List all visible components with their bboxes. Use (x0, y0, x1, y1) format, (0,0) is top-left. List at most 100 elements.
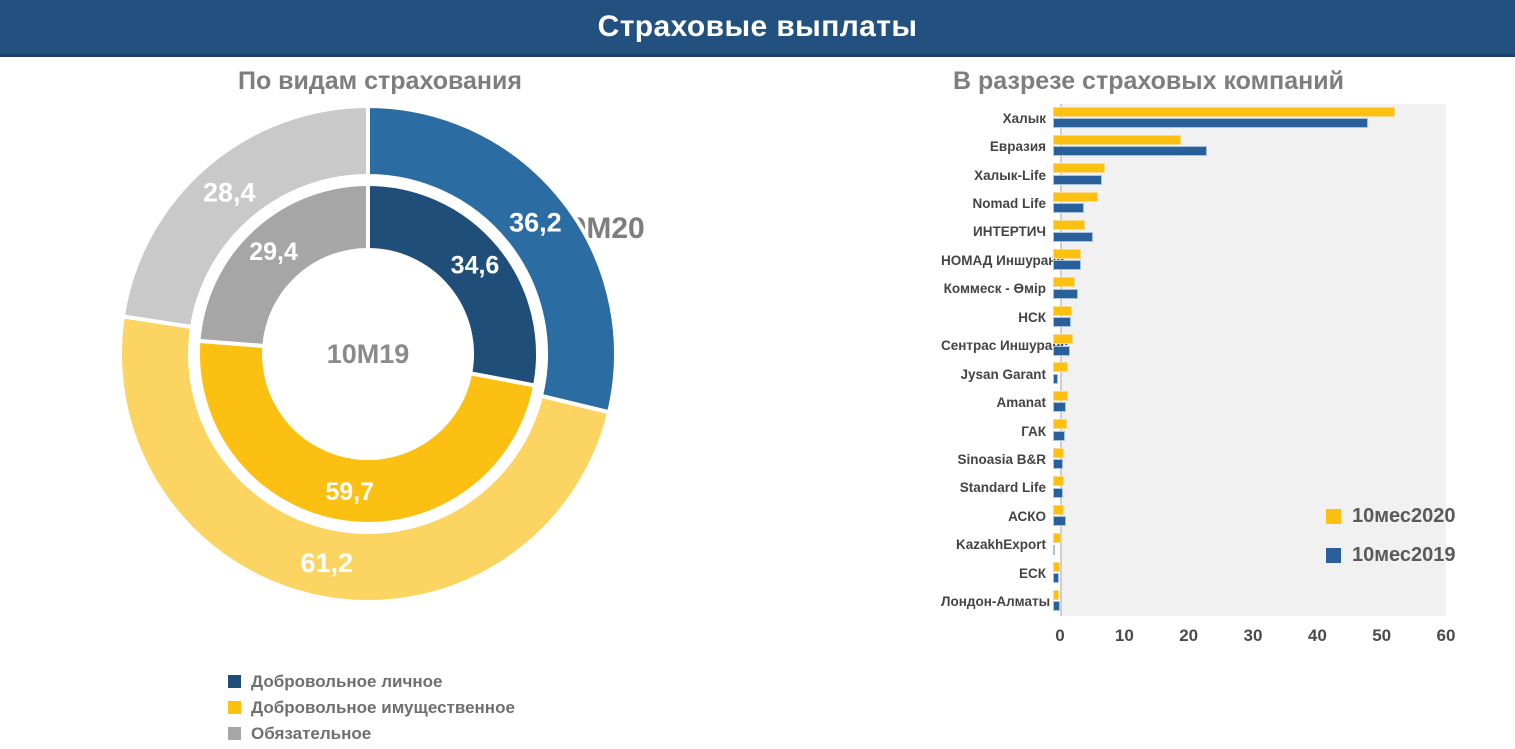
bar-10mes2019[interactable] (1053, 373, 1059, 384)
donut-chart-panel: По видам страхования 10M20 36,2 61,2 28,4 3… (0, 57, 760, 743)
bar-10mes2020[interactable] (1053, 163, 1106, 174)
bar-row[interactable]: Jysan Garant (941, 360, 1501, 388)
donut-slice-value-label: 61,2 (300, 548, 353, 578)
legend-label: 10мес2020 (1352, 505, 1456, 527)
bar-10mes2020[interactable] (1053, 362, 1069, 373)
bar-category-label: Jysan Garant (960, 366, 1046, 382)
bar-pair (1053, 104, 1439, 132)
bar-category-label: НСК (1018, 309, 1046, 325)
bar-10mes2020[interactable] (1053, 191, 1099, 202)
bar-10mes2019[interactable] (1053, 288, 1079, 299)
legend-swatch-icon (1326, 509, 1341, 524)
bar-row[interactable]: Сентрас Иншуранс (941, 332, 1501, 360)
legend-item-dobrovolnoe-lichnoe[interactable]: Добровольное личное (228, 671, 515, 692)
bar-pair (1053, 132, 1439, 160)
bar-chart-legend: 10мес2020 10мес2019 (1326, 505, 1456, 583)
donut-chart-title: По видам страхования (237, 67, 522, 95)
bar-10mes2020[interactable] (1053, 589, 1060, 600)
bar-row[interactable]: ГАК (941, 417, 1501, 445)
bar-pair (1053, 303, 1439, 331)
y-axis-line (1060, 104, 1062, 616)
donut-slice[interactable] (120, 104, 370, 330)
donut-slice[interactable] (118, 314, 612, 604)
bar-row[interactable]: KazakhExport (941, 531, 1501, 559)
donut-slice-value-label: 29,4 (249, 238, 298, 266)
bar-10mes2020[interactable] (1053, 533, 1061, 544)
legend-item-obyazatelnoe[interactable]: Обязательное (228, 723, 515, 744)
bar-10mes2019[interactable] (1053, 487, 1063, 498)
bar-10mes2020[interactable] (1053, 390, 1069, 401)
bar-10mes2019[interactable] (1053, 516, 1066, 527)
bar-pair (1053, 332, 1439, 360)
bar-10mes2019[interactable] (1053, 174, 1102, 185)
bar-10mes2020[interactable] (1053, 419, 1067, 430)
bar-10mes2019[interactable] (1053, 118, 1368, 128)
bar-row[interactable]: Amanat (941, 388, 1501, 416)
bar-row[interactable]: Халык-Life (941, 161, 1501, 189)
bar-row[interactable]: НОМАД Иншуранс (941, 246, 1501, 274)
bar-pair (1053, 189, 1439, 217)
bar-category-label: Amanat (996, 395, 1046, 411)
bar-10mes2020[interactable] (1053, 134, 1182, 145)
donut-slice[interactable] (196, 181, 370, 349)
bar-10mes2019[interactable] (1053, 345, 1070, 356)
legend-swatch-icon (1326, 548, 1341, 563)
inner-ring-center-label: 10M19 (327, 339, 410, 369)
bar-row[interactable]: Nomad Life (941, 189, 1501, 217)
bar-10mes2020[interactable] (1053, 561, 1061, 572)
bar-10mes2020[interactable] (1053, 504, 1064, 515)
bar-10mes2020[interactable] (1053, 248, 1082, 259)
bar-10mes2020[interactable] (1053, 476, 1064, 487)
bar-category-label: Sinoasia B&R (957, 451, 1046, 467)
bar-10mes2019[interactable] (1053, 231, 1093, 242)
bar-pair (1053, 218, 1439, 246)
legend-item-dobrovolnoe-imushchestvennoe[interactable]: Добровольное имущественное (228, 697, 515, 718)
legend-item-10mes2019[interactable]: 10мес2019 (1326, 544, 1456, 567)
legend-item-10mes2020[interactable]: 10мес2020 (1326, 505, 1456, 528)
bar-10mes2019[interactable] (1053, 317, 1071, 328)
x-axis-tick-label: 10 (1114, 626, 1134, 645)
bar-10mes2020[interactable] (1053, 334, 1073, 344)
bar-row[interactable]: Халык (941, 104, 1501, 132)
bar-row[interactable]: Sinoasia B&R (941, 445, 1501, 473)
bar-10mes2019[interactable] (1053, 459, 1063, 470)
bar-10mes2019[interactable] (1053, 402, 1066, 413)
donut-slice[interactable] (366, 104, 618, 415)
bar-10mes2020[interactable] (1053, 277, 1075, 288)
bar-10mes2019[interactable] (1053, 146, 1208, 157)
bar-10mes2019[interactable] (1053, 430, 1066, 441)
bar-row[interactable]: ЕСК (941, 559, 1501, 587)
donut-legend: Добровольное личное Добровольное имущест… (228, 671, 515, 749)
bar-category-label: Лондон-Алматы (941, 594, 1051, 610)
bar-10mes2019[interactable] (1053, 260, 1081, 271)
bar-category-label: ИНТЕРТИЧ (973, 224, 1046, 240)
bar-pair (1053, 246, 1439, 274)
bar-10mes2020[interactable] (1053, 220, 1086, 231)
bar-row[interactable]: ИНТЕРТИЧ (941, 218, 1501, 246)
horizontal-bar-chart: Халык Евразия Халык-Life Nomad Life ИНТЕРТИЧ… (941, 104, 1501, 674)
legend-label: 10мес2019 (1352, 544, 1456, 566)
bar-row[interactable]: Standard Life (941, 474, 1501, 502)
x-axis: 0 10 20 30 40 50 60 (1055, 618, 1455, 658)
bar-row[interactable]: АСКО (941, 502, 1501, 530)
bar-10mes2019[interactable] (1053, 203, 1084, 214)
bar-10mes2019[interactable] (1053, 544, 1055, 555)
bar-10mes2020[interactable] (1053, 305, 1073, 316)
bar-10mes2020[interactable] (1053, 447, 1064, 458)
donut-slice[interactable] (196, 338, 538, 526)
bar-10mes2020[interactable] (1053, 106, 1396, 117)
bar-row[interactable]: Лондон-Алматы (941, 587, 1501, 615)
bar-pair (1053, 445, 1439, 473)
bar-row[interactable]: НСК (941, 303, 1501, 331)
bar-pair (1053, 502, 1439, 530)
x-axis-tick-label: 0 (1055, 626, 1065, 645)
donut-slice[interactable] (366, 181, 540, 388)
bar-10mes2019[interactable] (1053, 573, 1059, 583)
bar-10mes2019[interactable] (1053, 601, 1061, 612)
bar-row[interactable]: Коммеск - Өмір (941, 275, 1501, 303)
header-bar: Страховые выплаты (0, 0, 1515, 57)
x-axis-tick-label: 60 (1436, 626, 1456, 645)
x-axis-tick-label: 40 (1307, 626, 1327, 645)
bar-row[interactable]: Евразия (941, 132, 1501, 160)
bar-category-label: Евразия (989, 139, 1046, 155)
